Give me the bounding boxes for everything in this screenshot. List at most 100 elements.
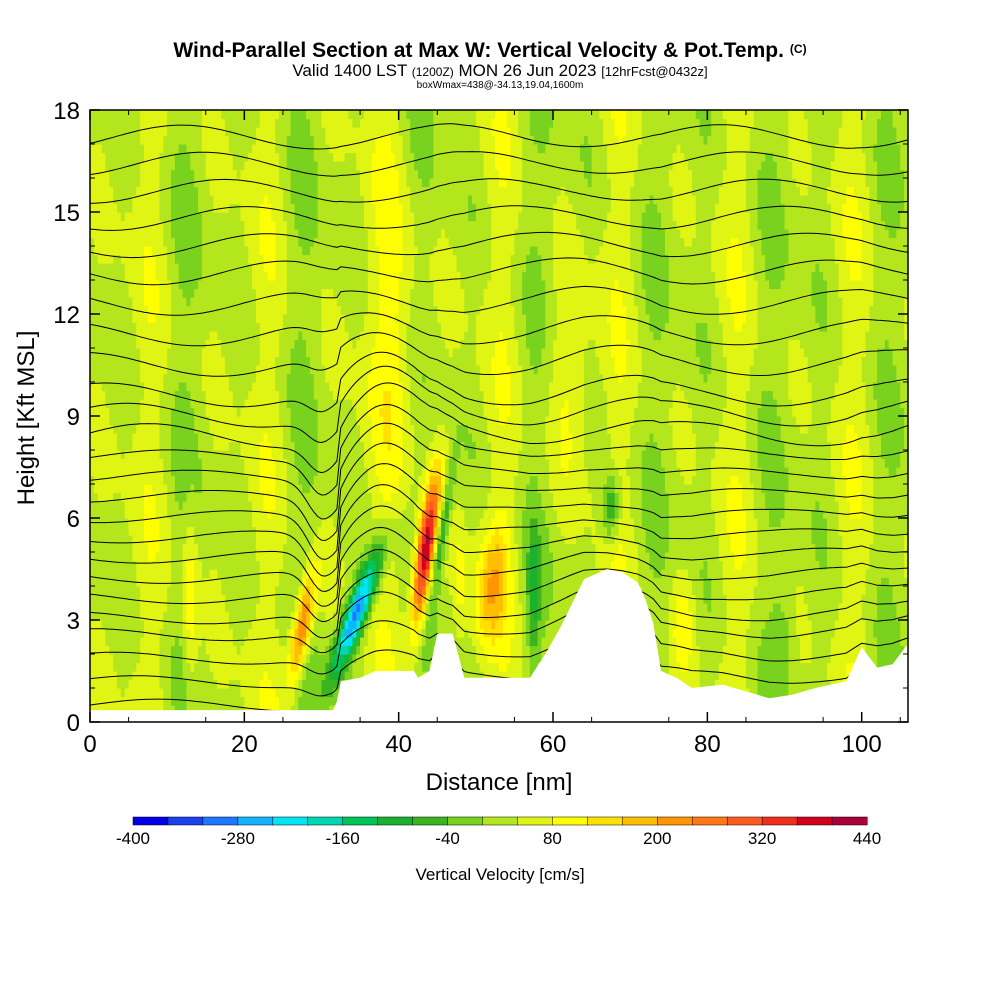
w-cell	[321, 118, 326, 128]
w-cell	[174, 671, 180, 681]
w-cell	[252, 271, 257, 281]
w-cell	[105, 195, 110, 205]
w-cell	[194, 382, 199, 392]
w-cell	[190, 501, 195, 511]
w-cell	[213, 212, 218, 222]
w-cell	[213, 433, 218, 443]
w-cell	[147, 688, 153, 698]
w-cell	[225, 424, 230, 434]
w-cell	[205, 169, 211, 179]
w-cell	[159, 569, 164, 579]
w-cell	[190, 314, 195, 324]
w-cell	[232, 407, 238, 417]
w-cell	[182, 118, 188, 128]
w-cell	[105, 169, 110, 179]
w-cell	[163, 186, 168, 196]
w-cell	[213, 441, 218, 451]
w-cell	[240, 237, 245, 247]
w-cell	[298, 339, 303, 349]
w-cell	[279, 314, 284, 324]
w-cell	[159, 229, 164, 239]
w-cell	[159, 246, 164, 256]
w-cell	[244, 297, 249, 307]
w-cell	[93, 280, 99, 290]
w-cell	[302, 178, 307, 188]
w-cell	[279, 339, 284, 349]
w-cell	[159, 492, 164, 502]
w-cell	[201, 399, 207, 409]
w-cell	[309, 118, 315, 128]
w-cell	[306, 577, 311, 587]
w-cell	[109, 373, 114, 383]
w-cell	[248, 416, 253, 426]
w-cell	[348, 560, 353, 570]
w-cell	[213, 390, 218, 400]
w-cell	[109, 552, 114, 562]
w-cell	[151, 458, 157, 468]
w-cell	[140, 450, 145, 460]
w-cell	[352, 416, 357, 426]
w-cell	[198, 195, 203, 205]
w-cell	[105, 390, 110, 400]
w-cell	[221, 705, 226, 715]
w-cell	[159, 679, 164, 689]
w-cell	[232, 118, 238, 128]
w-cell	[221, 331, 226, 341]
w-cell	[105, 152, 110, 162]
w-cell	[194, 186, 199, 196]
w-cell	[321, 339, 326, 349]
w-cell	[225, 552, 230, 562]
w-cell	[333, 696, 338, 706]
w-cell	[298, 628, 303, 638]
w-cell	[275, 569, 280, 579]
w-cell	[317, 220, 323, 230]
w-cell	[232, 577, 238, 587]
w-cell	[198, 237, 203, 247]
w-cell	[140, 603, 145, 613]
w-cell	[217, 365, 222, 375]
w-cell	[286, 203, 292, 213]
w-cell	[205, 543, 211, 553]
w-cell	[236, 178, 242, 188]
w-cell	[155, 577, 161, 587]
w-cell	[97, 161, 103, 171]
w-cell	[225, 688, 230, 698]
w-cell	[236, 543, 242, 553]
w-cell	[124, 492, 130, 502]
w-cell	[333, 237, 338, 247]
w-cell	[228, 144, 234, 154]
w-cell	[124, 365, 130, 375]
w-cell	[348, 450, 353, 460]
w-cell	[294, 467, 299, 477]
w-cell	[144, 331, 149, 341]
w-cell	[279, 696, 284, 706]
w-cell	[248, 662, 253, 672]
w-cell	[109, 679, 114, 689]
w-cell	[309, 569, 315, 579]
w-cell	[259, 509, 265, 519]
w-cell	[213, 671, 218, 681]
w-cell	[329, 110, 334, 120]
w-cell	[306, 492, 311, 502]
w-cell	[271, 560, 276, 570]
w-cell	[279, 586, 284, 596]
w-cell	[144, 637, 149, 647]
w-cell	[340, 152, 346, 162]
w-cell	[259, 407, 265, 417]
w-cell	[232, 288, 238, 298]
w-cell	[124, 229, 130, 239]
w-cell	[205, 577, 211, 587]
w-cell	[333, 314, 338, 324]
w-cell	[329, 118, 334, 128]
w-cell	[159, 620, 164, 630]
w-cell	[313, 288, 319, 298]
w-cell	[290, 220, 296, 230]
w-cell	[275, 339, 280, 349]
w-cell	[282, 288, 288, 298]
w-cell	[205, 552, 211, 562]
w-cell	[348, 492, 353, 502]
w-cell	[101, 603, 107, 613]
w-cell	[298, 526, 303, 536]
w-cell	[140, 348, 145, 358]
w-cell	[259, 331, 265, 341]
